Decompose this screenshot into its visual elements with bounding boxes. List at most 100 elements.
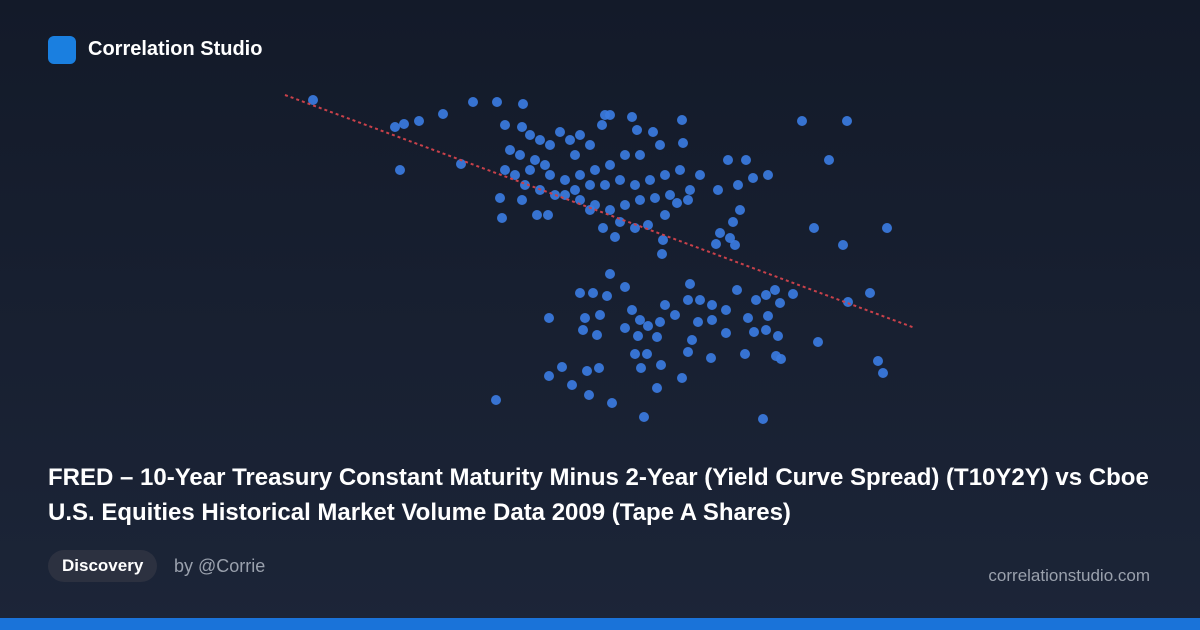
data-point	[732, 285, 742, 295]
data-point	[763, 170, 773, 180]
data-point	[693, 317, 703, 327]
author[interactable]: by @Corrie	[174, 556, 266, 576]
data-point	[843, 297, 853, 307]
data-point	[642, 349, 652, 359]
site-url: correlationstudio.com	[988, 566, 1150, 585]
data-point	[555, 127, 565, 137]
data-point	[492, 97, 502, 107]
data-point	[588, 288, 598, 298]
data-point	[605, 110, 615, 120]
data-point	[580, 313, 590, 323]
data-point	[660, 300, 670, 310]
data-point	[491, 395, 501, 405]
data-point	[500, 165, 510, 175]
data-point	[773, 331, 783, 341]
data-point	[570, 185, 580, 195]
data-point	[652, 332, 662, 342]
data-point	[711, 239, 721, 249]
data-point	[725, 233, 735, 243]
data-point	[639, 412, 649, 422]
data-point	[741, 155, 751, 165]
data-point	[723, 155, 733, 165]
trend-line	[284, 94, 916, 329]
data-point	[761, 290, 771, 300]
data-point	[776, 354, 786, 364]
data-point	[567, 380, 577, 390]
data-point	[713, 185, 723, 195]
data-point	[656, 360, 666, 370]
data-point	[595, 310, 605, 320]
data-point	[763, 311, 773, 321]
data-point	[582, 366, 592, 376]
data-point	[594, 363, 604, 373]
data-point	[597, 120, 607, 130]
data-point	[630, 349, 640, 359]
data-point	[395, 165, 405, 175]
data-point	[517, 122, 527, 132]
data-point	[510, 170, 520, 180]
data-point	[865, 288, 875, 298]
data-point	[648, 127, 658, 137]
data-point	[672, 198, 682, 208]
data-point	[670, 310, 680, 320]
data-point	[605, 160, 615, 170]
data-point	[575, 170, 585, 180]
data-point	[557, 362, 567, 372]
data-point	[543, 210, 553, 220]
data-point	[598, 223, 608, 233]
data-point	[584, 390, 594, 400]
chart-title: FRED – 10-Year Treasury Constant Maturit…	[48, 464, 1149, 526]
data-point	[620, 200, 630, 210]
data-point	[695, 295, 705, 305]
data-point	[544, 371, 554, 381]
data-point	[660, 170, 670, 180]
data-point	[878, 368, 888, 378]
data-point	[560, 175, 570, 185]
data-point	[678, 138, 688, 148]
data-point	[721, 305, 731, 315]
data-point	[605, 269, 615, 279]
data-point	[525, 130, 535, 140]
data-point	[610, 232, 620, 242]
data-point	[635, 150, 645, 160]
data-point	[602, 291, 612, 301]
data-point	[677, 373, 687, 383]
data-point	[550, 190, 560, 200]
data-point	[600, 180, 610, 190]
data-point	[627, 112, 637, 122]
data-point	[797, 116, 807, 126]
data-point	[706, 353, 716, 363]
brand: Correlation Studio	[88, 38, 263, 60]
data-point	[655, 140, 665, 150]
data-point	[505, 145, 515, 155]
data-point	[761, 325, 771, 335]
logo	[48, 36, 76, 64]
data-point	[605, 205, 615, 215]
data-point	[685, 279, 695, 289]
data-point	[565, 135, 575, 145]
data-point	[532, 210, 542, 220]
data-point	[497, 213, 507, 223]
data-point	[535, 135, 545, 145]
data-point	[695, 170, 705, 180]
data-point	[585, 140, 595, 150]
data-point	[632, 125, 642, 135]
data-point	[645, 175, 655, 185]
tag[interactable]: Discovery	[48, 550, 158, 582]
data-point	[751, 295, 761, 305]
data-point	[518, 99, 528, 109]
data-point	[788, 289, 798, 299]
data-point	[655, 317, 665, 327]
data-point	[707, 300, 717, 310]
data-point	[500, 120, 510, 130]
data-point	[730, 240, 740, 250]
scatter-chart	[284, 94, 916, 424]
data-point	[650, 193, 660, 203]
data-point	[683, 295, 693, 305]
data-point	[675, 165, 685, 175]
data-point	[882, 223, 892, 233]
data-point	[525, 165, 535, 175]
data-point	[683, 347, 693, 357]
data-point	[665, 190, 675, 200]
